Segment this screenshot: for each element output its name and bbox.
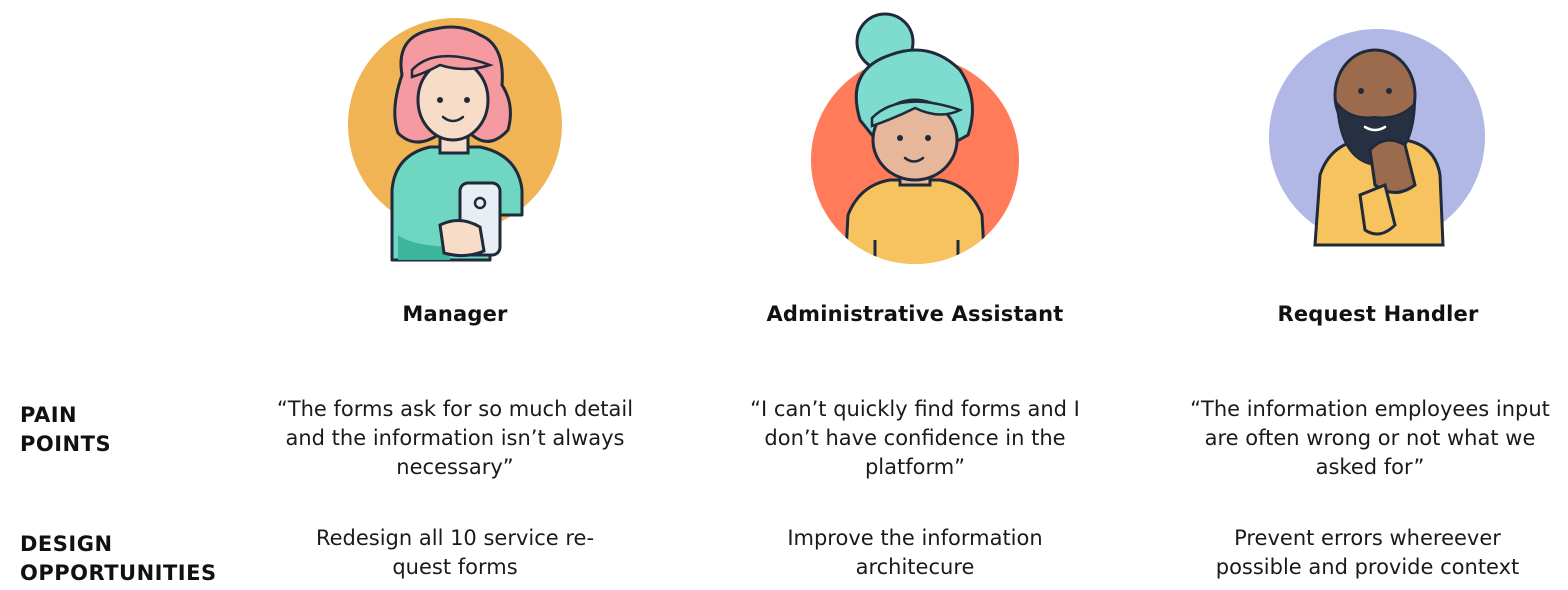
role-manager: Manager: [402, 302, 508, 326]
design-opportunities-label: DESIGN OPPORTUNITIES: [20, 530, 217, 588]
role-administrative-assistant: Administrative Assistant: [766, 302, 1064, 326]
assistant-avatar: [811, 12, 1019, 264]
assistant-face: [871, 98, 959, 182]
assistant-shirt: [843, 178, 987, 264]
design-opportunities-label-line1: DESIGN: [20, 532, 113, 556]
design-opportunity-administrative-assistant: Improve the information architecure: [787, 526, 1043, 579]
pain-point-manager: “The forms ask for so much detail and th…: [276, 397, 634, 479]
pain-point-request-handler: “The information employees input are oft…: [1190, 397, 1550, 479]
design-opportunity-request-handler: Prevent errors whereever possible and pr…: [1215, 526, 1520, 579]
pain-points-label-line2: POINTS: [20, 432, 112, 456]
pain-points-label-line1: PAIN: [20, 403, 78, 427]
manager-avatar: [348, 18, 562, 262]
handler-avatar: [1269, 29, 1485, 247]
design-opportunity-manager: Redesign all 10 service re-quest forms: [315, 526, 595, 579]
pain-points-label: PAIN POINTS: [20, 401, 111, 459]
design-opportunities-label-line2: OPPORTUNITIES: [20, 561, 217, 585]
pain-point-administrative-assistant: “I can’t quickly find forms and I don’t …: [750, 397, 1080, 479]
role-request-handler: Request Handler: [1277, 302, 1479, 326]
